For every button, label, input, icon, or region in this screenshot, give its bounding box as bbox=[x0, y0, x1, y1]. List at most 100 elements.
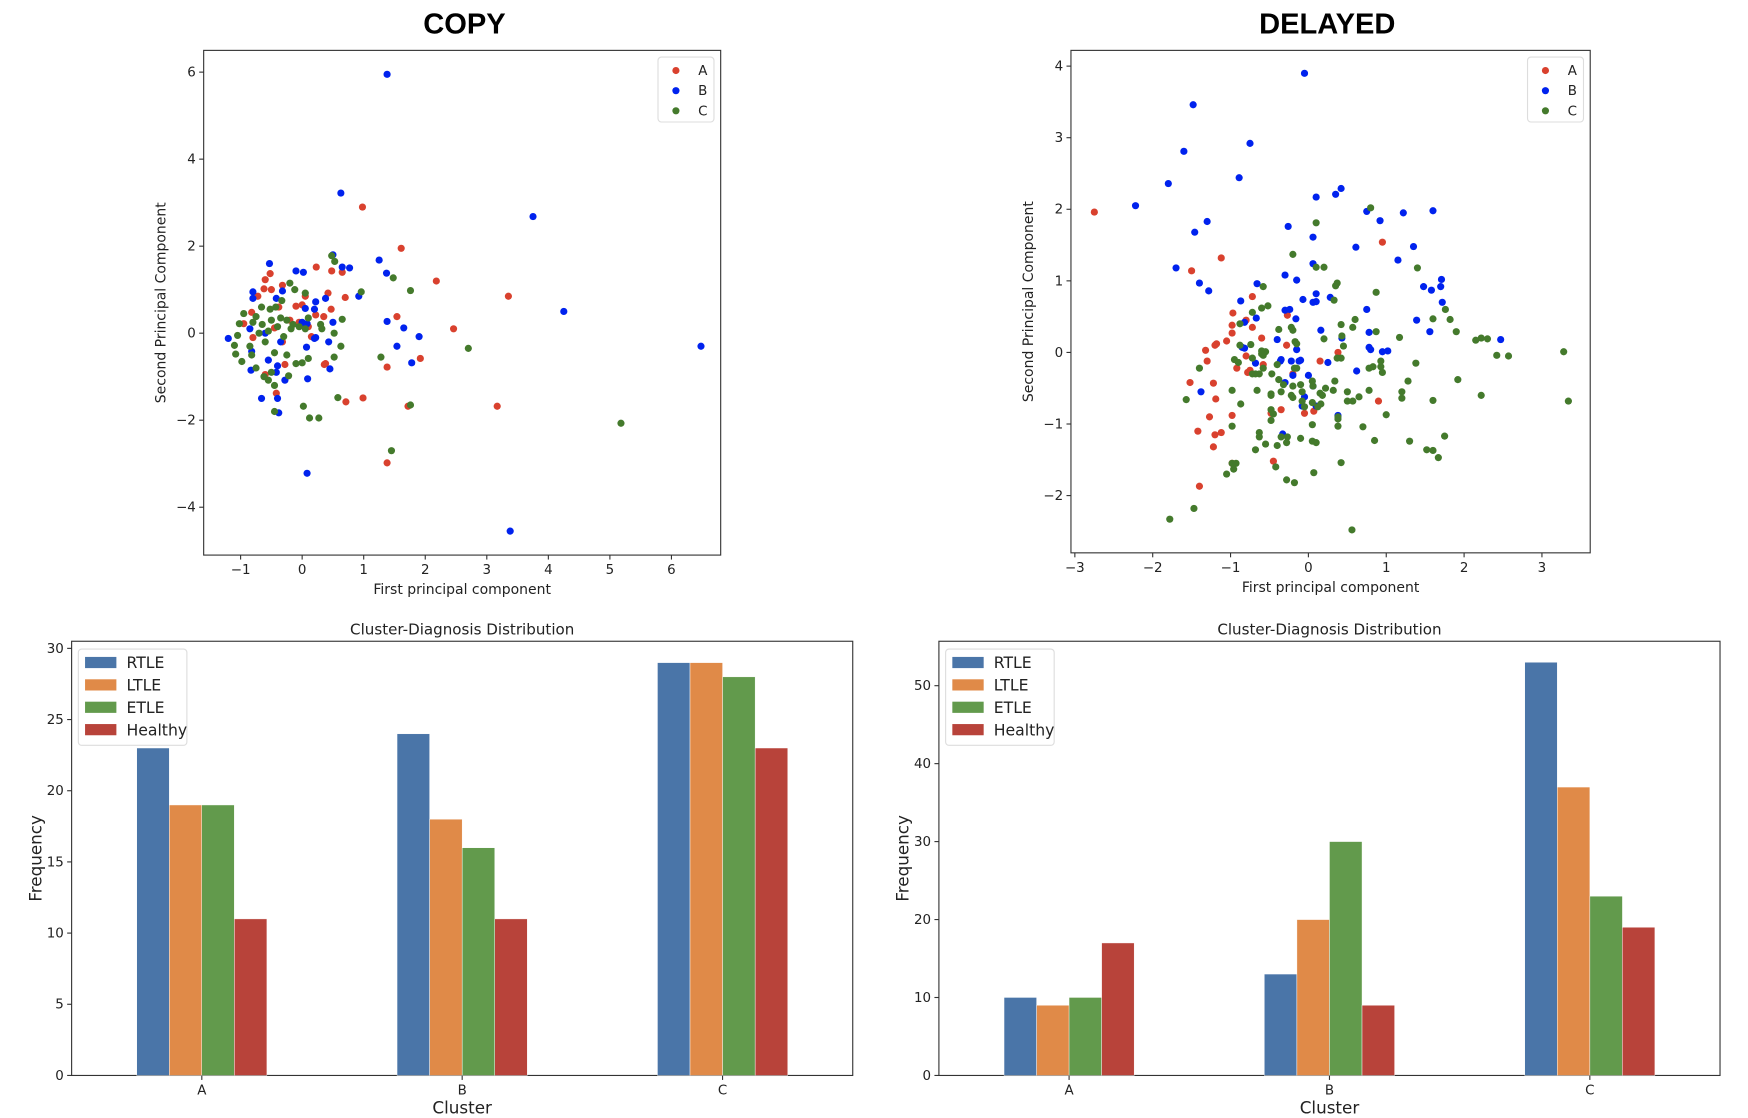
data-point-c bbox=[1300, 403, 1309, 411]
data-point-a bbox=[1194, 427, 1202, 435]
copy-bar-chart: A B C 0 5 10 15 20 25 30 Cluster-Diagnosis Distrib… bbox=[25, 621, 854, 1118]
data-point-b bbox=[400, 324, 408, 332]
data-point-a bbox=[338, 268, 346, 276]
legend-label-c: C bbox=[1568, 104, 1577, 119]
data-point-c bbox=[334, 394, 342, 402]
data-point-c bbox=[1321, 384, 1330, 392]
legend-label-etle: ETLE bbox=[126, 698, 164, 717]
data-point-b bbox=[1164, 179, 1172, 188]
data-point-a bbox=[1277, 406, 1285, 414]
data-point-b bbox=[1299, 295, 1307, 304]
x-tick-label: 5 bbox=[606, 563, 615, 578]
data-point-a bbox=[320, 313, 328, 321]
data-point-c bbox=[304, 314, 312, 322]
data-point-c bbox=[1289, 393, 1297, 402]
bar-ltle-b bbox=[429, 818, 463, 1076]
data-point-c bbox=[252, 364, 260, 372]
data-point-c bbox=[1248, 370, 1256, 378]
data-point-c bbox=[1258, 304, 1266, 312]
legend-label-healthy: Healthy bbox=[126, 720, 187, 739]
data-point-a bbox=[1300, 409, 1309, 417]
data-point-b bbox=[325, 338, 333, 346]
data-point-b bbox=[1365, 328, 1373, 336]
legend: RTLE LTLE ETLE Healthy bbox=[77, 648, 188, 746]
data-point-c bbox=[1309, 382, 1317, 390]
y-axis-label: Second Principal Component bbox=[1021, 201, 1037, 402]
data-point-c bbox=[1190, 504, 1198, 512]
legend-label-rtle: RTLE bbox=[126, 653, 164, 672]
data-point-c bbox=[1308, 421, 1316, 429]
x-axis-label: Cluster bbox=[432, 1098, 492, 1118]
data-point-c bbox=[278, 297, 286, 305]
legend: RTLE LTLE ETLE Healthy bbox=[945, 648, 1055, 746]
y-tick-label: 4 bbox=[1055, 60, 1064, 75]
data-point-c bbox=[1310, 469, 1318, 477]
data-point-b bbox=[1235, 174, 1243, 182]
data-point-c bbox=[1267, 416, 1275, 425]
data-point-c bbox=[230, 341, 239, 349]
data-point-b bbox=[1197, 388, 1205, 396]
data-point-a bbox=[1258, 334, 1266, 342]
data-point-b bbox=[272, 368, 280, 376]
data-point-a bbox=[320, 360, 328, 369]
data-point-c bbox=[1359, 423, 1367, 431]
data-point-b bbox=[1324, 358, 1332, 367]
data-point-c bbox=[1332, 282, 1340, 290]
data-point-c bbox=[330, 329, 338, 337]
data-point-c bbox=[1337, 459, 1345, 467]
data-point-c bbox=[328, 252, 336, 260]
data-point-b bbox=[1252, 314, 1260, 322]
data-point-b bbox=[1426, 328, 1434, 336]
data-point-c bbox=[1339, 342, 1348, 350]
data-point-c bbox=[1166, 515, 1174, 523]
data-point-c bbox=[1287, 323, 1295, 331]
data-point-c bbox=[273, 323, 282, 331]
x-tick-label: 2 bbox=[421, 563, 430, 578]
data-point-c bbox=[337, 342, 345, 350]
bar-etle-c bbox=[1589, 895, 1623, 1076]
data-point-a bbox=[1242, 352, 1250, 360]
legend-label-etle: ETLE bbox=[994, 698, 1032, 717]
x-tick-label: 4 bbox=[544, 563, 553, 578]
data-point-c bbox=[406, 286, 415, 295]
legend-box bbox=[657, 56, 715, 123]
data-point-a bbox=[261, 276, 269, 284]
bar-etle-b bbox=[461, 847, 495, 1076]
data-point-c bbox=[1330, 296, 1338, 304]
legend-swatch-ltle bbox=[85, 679, 117, 691]
data-point-c bbox=[1398, 394, 1406, 402]
bar-ltle-a bbox=[169, 804, 203, 1076]
data-point-b bbox=[415, 333, 423, 341]
data-point-a bbox=[1217, 254, 1225, 262]
x-tick-label: 1 bbox=[1382, 561, 1391, 576]
y-tick-label: 50 bbox=[914, 679, 931, 694]
data-point-b bbox=[1304, 371, 1313, 379]
data-point-c bbox=[1259, 364, 1267, 372]
data-point-b bbox=[310, 305, 319, 313]
delayed-scatter-plot: −3 −2 −1 0 1 2 3 −2 −1 0 1 2 3 4 First principal compo… bbox=[1021, 49, 1591, 596]
data-point-c bbox=[1395, 333, 1404, 342]
data-point-c bbox=[1298, 397, 1306, 405]
data-point-c bbox=[1255, 433, 1263, 441]
data-point-b bbox=[1438, 298, 1446, 306]
data-point-b bbox=[257, 394, 266, 402]
x-tick-label: C bbox=[1585, 1083, 1594, 1098]
data-point-b bbox=[301, 304, 309, 313]
data-point-b bbox=[321, 294, 330, 302]
y-tick-label: −4 bbox=[176, 501, 196, 516]
y-tick-label: 0 bbox=[187, 327, 196, 342]
data-point-b bbox=[1352, 243, 1360, 251]
data-point-a bbox=[359, 394, 367, 402]
data-point-c bbox=[235, 320, 243, 328]
data-point-b bbox=[382, 269, 391, 277]
data-point-b bbox=[1205, 287, 1213, 295]
data-point-c bbox=[1228, 386, 1236, 394]
data-point-c bbox=[1182, 396, 1190, 404]
data-point-a bbox=[358, 203, 367, 211]
data-point-a bbox=[260, 285, 268, 293]
data-point-c bbox=[1412, 359, 1420, 367]
data-point-b bbox=[375, 256, 383, 264]
data-point-c bbox=[318, 325, 326, 333]
data-point-c bbox=[338, 315, 346, 323]
legend-marker-b bbox=[672, 87, 680, 95]
